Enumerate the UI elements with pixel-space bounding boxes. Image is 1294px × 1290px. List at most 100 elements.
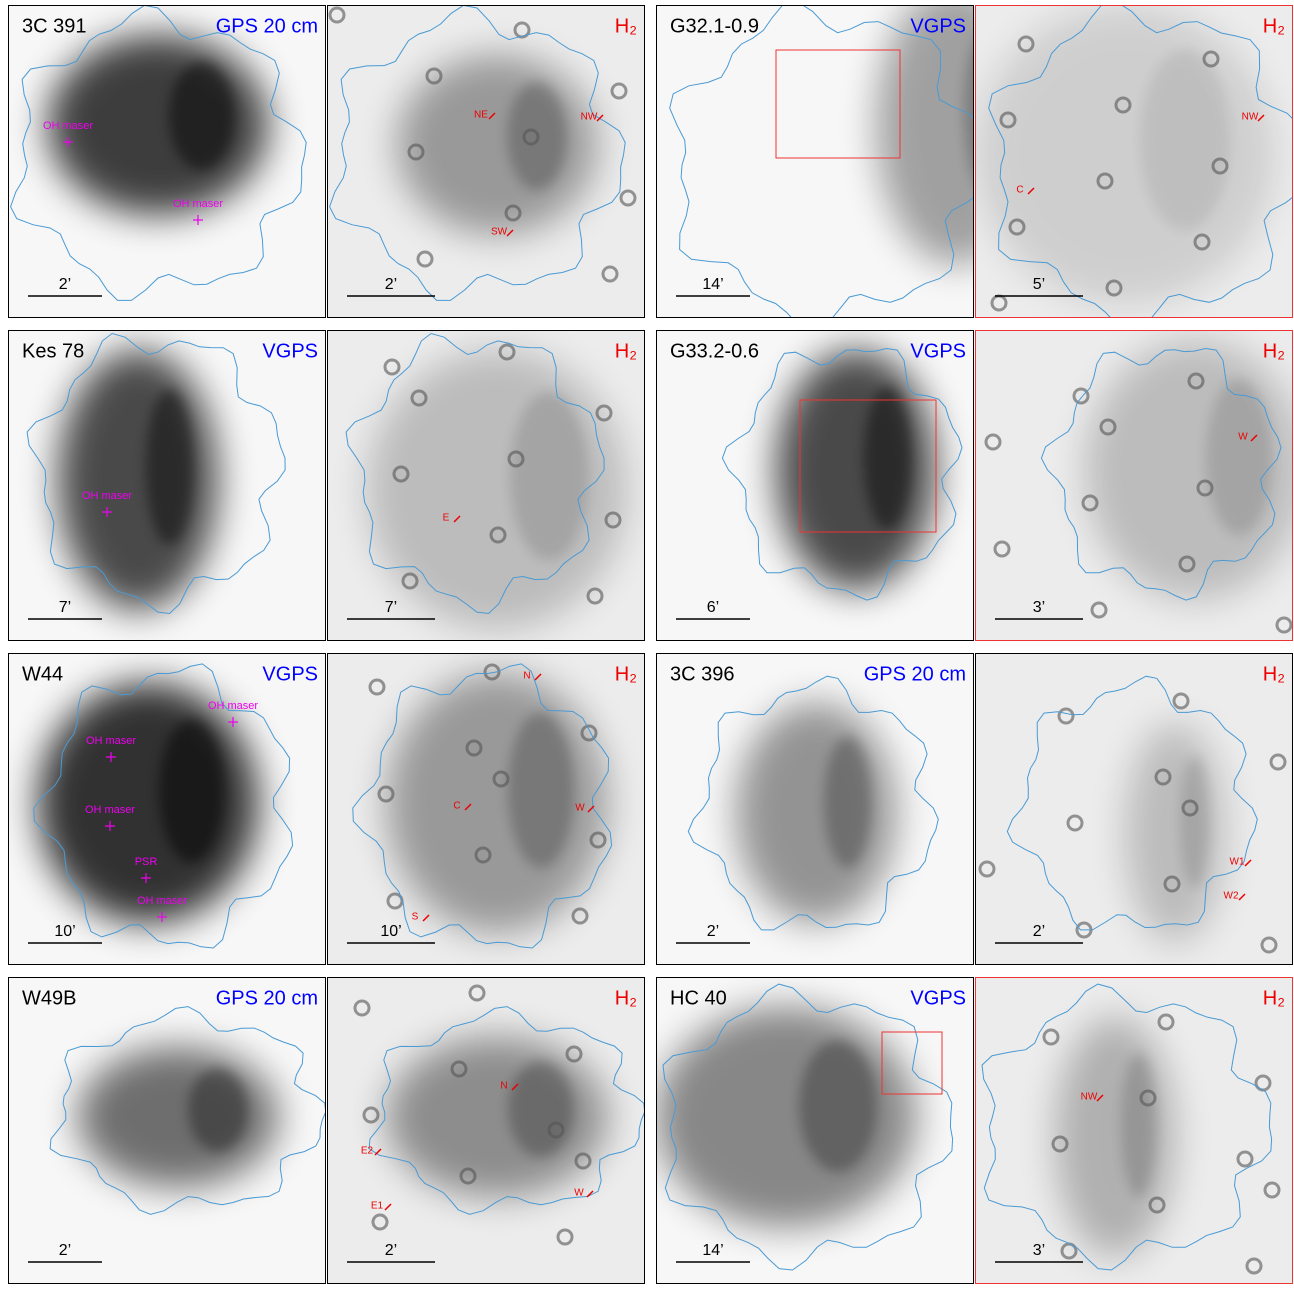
image [8,5,326,318]
annotation: S [412,912,419,923]
image [975,330,1294,641]
scale-label: 6’ [707,599,719,616]
image [656,653,974,965]
annotation: PSR [135,856,158,868]
scale-label: 2’ [59,276,71,293]
annotation: W [574,1188,584,1199]
scale-label: 14’ [702,1242,723,1259]
image [8,330,326,641]
emission-core [159,719,225,863]
emission-core [508,1061,574,1157]
annotation: OH maser [85,804,135,816]
h2-panel: H₂2’NENWSW [327,5,645,318]
emission [397,55,597,235]
emission [1125,723,1225,943]
band-label: VGPS [910,15,966,37]
scale-label: 14’ [702,276,723,293]
band-label: H₂ [615,340,637,362]
band-label: VGPS [262,663,318,685]
annotation: E1 [371,1201,384,1212]
emission-core [169,62,235,170]
radio-panel: G33.2-0.6 VGPS 6’ [656,330,974,641]
annotation: OH maser [208,700,258,712]
scale-label: 10’ [380,923,401,940]
image [656,977,974,1284]
band-label: GPS 20 cm [864,663,966,685]
band-label: VGPS [262,340,318,362]
annotation: OH maser [137,895,187,907]
source-name: HC 40 [670,987,727,1009]
emission-core [799,1040,877,1172]
emission [736,703,896,923]
annotation: C [1016,185,1023,196]
annotation: OH maser [82,490,132,502]
band-label: VGPS [910,340,966,362]
emission [1055,1017,1175,1257]
source-name: 3C 391 [22,15,87,37]
band-label: H₂ [615,987,637,1009]
scale-label: 7’ [385,599,397,616]
source-name: G32.1-0.9 [670,15,759,37]
scale-label: 2’ [707,923,719,940]
band-label: H₂ [615,663,637,685]
annotation: E2 [361,1146,374,1157]
scale-label: 7’ [59,599,71,616]
figure: 3C 391 GPS 20 cm 2’ OH maser OH maser H₂ 2’ NE N… [0,0,1294,1285]
scale-label: 10’ [54,923,75,940]
image [8,977,326,1284]
scale-label: 2’ [385,1242,397,1259]
image [327,330,645,641]
radio-panel: Kes 78 VGPS 7’ OH maser [8,330,326,641]
emission-core [1140,50,1230,230]
scale-label: 2’ [1033,923,1045,940]
radio-panel: W44VGPS10’OH maserOH maserOH maserPSROH … [8,653,326,965]
band-label: H₂ [1263,15,1285,37]
image [975,653,1293,965]
h2-panel: H₂ 2’ N E2 E1 W [327,977,645,1284]
source-name: G33.2-0.6 [670,340,759,362]
annotation: N [500,1081,507,1092]
annotation: OH maser [43,120,93,132]
annotation: N [523,671,530,682]
emission-core [508,712,574,868]
scale-label: 3’ [1033,599,1045,616]
scale-label: 3’ [1033,1242,1045,1259]
h2-panel: H₂ 10’ N C W S [327,653,645,965]
annotation: W [575,803,585,814]
annotation: NE [474,110,488,121]
image [327,5,645,318]
emission-core [1180,756,1210,888]
annotation: W [1238,432,1248,443]
annotation: NW [1081,1092,1098,1103]
emission-core [1206,379,1272,535]
band-label: GPS 20 cm [216,15,318,37]
emission [656,1007,916,1227]
h2-panel: H₂7’E [327,330,645,641]
band-label: H₂ [1263,987,1285,1009]
band-label: H₂ [1263,340,1285,362]
image [8,653,326,965]
emission-core [1121,1053,1157,1197]
scale-label: 2’ [385,276,397,293]
emission [38,683,258,923]
source-name: 3C 396 [670,663,735,685]
band-label: H₂ [1263,663,1285,685]
radio-panel: 3C 396 GPS 20 cm 2’ [656,653,974,965]
emission [58,350,218,610]
emission-core [510,392,588,560]
image [975,2,1294,332]
emission-core [864,386,912,530]
scale-label: 5’ [1033,276,1045,293]
emission [78,1047,278,1187]
source-name: W44 [22,663,63,685]
annotation: NW [581,112,598,123]
h2-panel: H₂5’NWC [975,2,1294,332]
image [975,977,1293,1284]
h2-panel: H₂ 3’ W [975,330,1294,641]
source-name: Kes 78 [22,340,84,362]
annotation: C [453,801,460,812]
emission-core [146,389,194,545]
